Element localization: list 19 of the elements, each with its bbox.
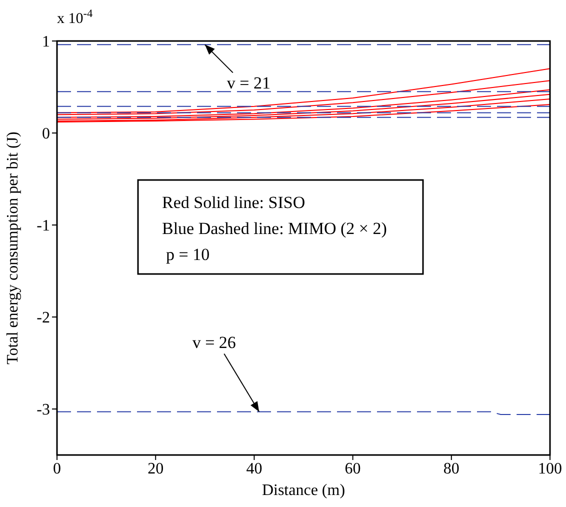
text: x 10$^{-4}$ bbox=[57, 8, 93, 27]
y-tick-label: 1 bbox=[42, 34, 50, 51]
x-tick-label: 20 bbox=[148, 460, 164, 478]
y-axis-title: Total energy consumption per bit (J) bbox=[4, 132, 22, 364]
annotation: p = 10 bbox=[166, 245, 210, 264]
x-tick-label: 40 bbox=[246, 460, 262, 478]
x-tick-label: 100 bbox=[538, 460, 562, 478]
x-tick-label: 0 bbox=[53, 460, 61, 478]
y-tick-label: 0 bbox=[42, 126, 50, 143]
x-axis-title: Distance (m) bbox=[262, 482, 346, 499]
annotation: Red Solid line: SISO bbox=[162, 193, 306, 212]
annotation: v = 26 bbox=[192, 332, 236, 352]
y-tick-label: -3 bbox=[36, 402, 50, 419]
x-tick-label: 80 bbox=[443, 460, 460, 478]
y-tick-label: -2 bbox=[36, 310, 50, 327]
annotation: v = 21 bbox=[226, 74, 270, 93]
x-tick-label: 60 bbox=[344, 460, 361, 478]
annotation: Blue Dashed line: MIMO (2 × 2) bbox=[162, 219, 387, 238]
y-tick-label: -1 bbox=[36, 218, 50, 235]
